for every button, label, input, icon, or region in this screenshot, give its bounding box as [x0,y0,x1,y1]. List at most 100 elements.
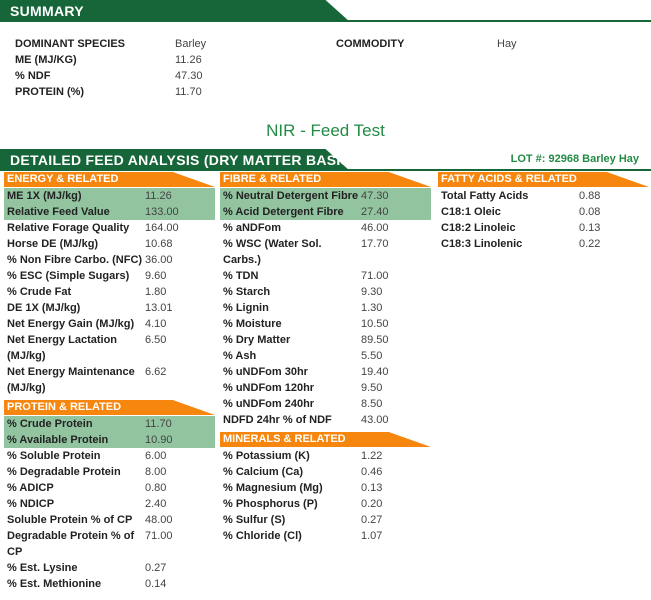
data-row: % Lignin 1.30 [220,300,431,316]
lot-number: LOT #: 92968 Barley Hay [510,153,639,165]
row-label: % Moisture [223,318,282,330]
row-label: Degradable Protein % of CP [7,530,135,558]
data-row: Net Energy Gain (MJ/kg) 4.10 [4,316,215,332]
data-row: % uNDFom 30hr 19.40 [220,364,431,380]
row-value: 71.00 [361,270,389,282]
row-value: 71.00 [145,530,173,542]
row-label: Net Energy Lactation (MJ/kg) [7,334,118,362]
row-label: Net Energy Gain (MJ/kg) [7,318,135,330]
row-value: 17.70 [361,238,389,250]
row-label: % Ash [223,350,257,362]
column-right: FATTY ACIDS & RELATED Total Fatty Acids 0.… [438,172,649,256]
row-value: 133.00 [145,206,179,218]
row-value: 48.00 [145,514,173,526]
data-row: % NDICP 2.40 [4,496,215,512]
row-value: 9.30 [361,286,383,298]
row-label: C18:3 Linolenic [441,238,523,250]
row-value: 0.27 [145,562,167,574]
row-value: 0.20 [361,498,383,510]
row-label: % Non Fibre Carbo. (NFC) [7,254,143,266]
row-label: % uNDFom 30hr [223,366,308,378]
row-value: 0.80 [145,482,167,494]
row-value: 0.14 [145,578,167,590]
data-row: % Ash 5.50 [220,348,431,364]
row-label: % ADICP [7,482,54,494]
data-row: % Acid Detergent Fibre 27.40 [220,204,431,220]
row-label: NDFD 24hr % of NDF [223,414,332,426]
data-row: C18:3 Linolenic 0.22 [438,236,649,252]
row-value: 0.13 [579,222,601,234]
summary-value: Barley [175,38,207,50]
data-row: % uNDFom 240hr 8.50 [220,396,431,412]
row-label: % Dry Matter [223,334,291,346]
data-row: % Dry Matter 89.50 [220,332,431,348]
row-label: DE 1X (MJ/kg) [7,302,81,314]
row-label: % Crude Fat [7,286,72,298]
section-minerals: MINERALS & RELATED % Potassium (K) 1.22 % C… [220,432,431,544]
data-row: % Starch 9.30 [220,284,431,300]
detail-title: DETAILED FEED ANALYSIS (DRY MATTER BASIS… [10,152,356,168]
row-label: % Lignin [223,302,269,314]
row-value: 0.22 [579,238,601,250]
row-value: 47.30 [361,190,389,202]
row-value: 0.46 [361,466,383,478]
row-label: % Starch [223,286,271,298]
row-value: 0.08 [579,206,601,218]
row-value: 13.01 [145,302,173,314]
data-row: C18:2 Linoleic 0.13 [438,220,649,236]
column-left: ENERGY & RELATED ME 1X (MJ/kg) 11.26 Relati… [4,172,215,596]
row-label: Relative Feed Value [7,206,110,218]
row-label: % Degradable Protein [7,466,121,478]
row-label: Net Energy Maintenance (MJ/kg) [7,366,135,394]
row-label: % uNDFom 120hr [223,382,315,394]
row-value: 10.68 [145,238,173,250]
row-label: Total Fatty Acids [441,190,529,202]
row-label: % aNDFom [223,222,282,234]
row-label: C18:1 Oleic [441,206,501,218]
summary-header: SUMMARY [0,0,651,22]
data-row: % Est. Lysine 0.27 [4,560,215,576]
data-row: Total Fatty Acids 0.88 [438,188,649,204]
row-value: 1.07 [361,530,383,542]
summary-title: SUMMARY [10,3,84,19]
data-row: Horse DE (MJ/kg) 10.68 [4,236,215,252]
summary-label: DOMINANT SPECIES [15,38,126,50]
data-row: % Calcium (Ca) 0.46 [220,464,431,480]
row-value: 10.90 [145,434,173,446]
row-label: ME 1X (MJ/kg) [7,190,82,202]
data-row: DE 1X (MJ/kg) 13.01 [4,300,215,316]
row-label: % Crude Protein [7,418,93,430]
row-value: 1.22 [361,450,383,462]
summary-table: DOMINANT SPECIES Barley ME (MJ/KG) 11.26… [0,38,651,98]
row-value: 19.40 [361,366,389,378]
section-fibre: FIBRE & RELATED% Neutral Detergent Fibre… [220,172,431,428]
row-value: 1.80 [145,286,167,298]
section-header-protein: PROTEIN & RELATED [4,400,215,415]
row-value: 8.00 [145,466,167,478]
row-label: % Chloride (Cl) [223,530,302,542]
data-row: % ESC (Simple Sugars) 9.60 [4,268,215,284]
data-row: ME 1X (MJ/kg) 11.26 [4,188,215,204]
data-row: C18:1 Oleic 0.08 [438,204,649,220]
data-row: % Potassium (K) 1.22 [220,448,431,464]
row-label: % Potassium (K) [223,450,310,462]
data-row: % Sulfur (S) 0.27 [220,512,431,528]
row-label: % Phosphorus (P) [223,498,318,510]
data-row: % Phosphorus (P) 0.20 [220,496,431,512]
row-value: 36.00 [145,254,173,266]
data-row: % Neutral Detergent Fibre 47.30 [220,188,431,204]
column-middle: FIBRE & RELATED% Neutral Detergent Fibre… [220,172,431,548]
row-label: % Neutral Detergent Fibre [223,190,359,202]
section-header-fibre: FIBRE & RELATED [220,172,431,187]
row-value: 1.30 [361,302,383,314]
data-row: Soluble Protein % of CP 48.00 [4,512,215,528]
row-value: 9.50 [361,382,383,394]
data-row: % Chloride (Cl) 1.07 [220,528,431,544]
summary-label: PROTEIN (%) [15,86,85,98]
row-value: 164.00 [145,222,179,234]
row-value: 0.88 [579,190,601,202]
row-value: 8.50 [361,398,383,410]
section-header-fatty: FATTY ACIDS & RELATED [438,172,649,187]
detail-header: DETAILED FEED ANALYSIS (DRY MATTER BASIS… [0,149,651,171]
row-value: 27.40 [361,206,389,218]
